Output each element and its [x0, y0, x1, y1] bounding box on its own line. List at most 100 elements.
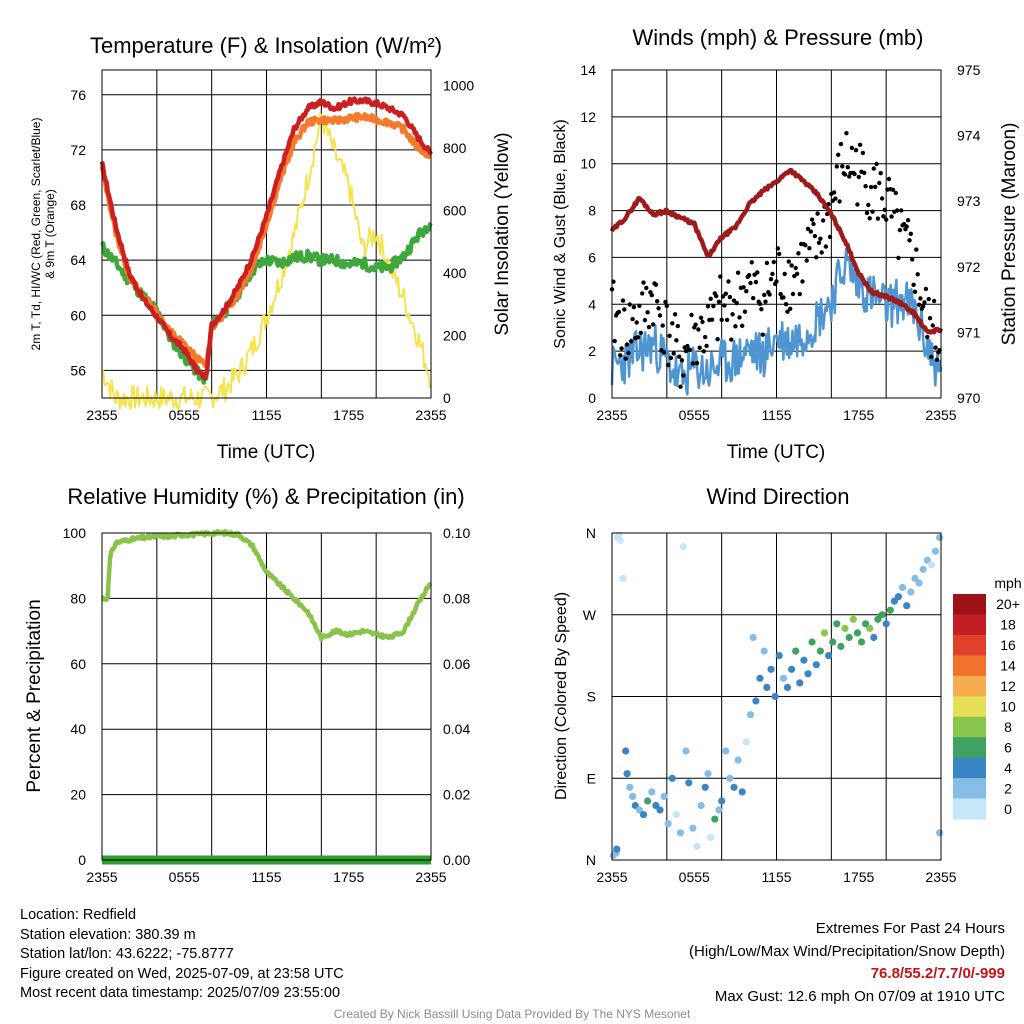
wind-direction-point: [886, 606, 894, 614]
wind-direction-point: [763, 683, 771, 692]
gust-point: [855, 202, 860, 207]
gust-point: [774, 279, 779, 284]
wind-direction-point: [783, 683, 792, 692]
gust-point: [866, 202, 871, 208]
gust-point: [771, 259, 776, 265]
gust-point: [660, 323, 665, 328]
wind-direction-point: [718, 797, 726, 805]
gust-point: [722, 303, 727, 308]
gust-point: [907, 238, 912, 243]
gust-point: [809, 217, 815, 222]
gust-point: [638, 330, 643, 336]
gust-point: [714, 293, 719, 299]
gust-point: [786, 259, 791, 264]
wind-direction-point: [734, 756, 742, 764]
y2-tick-label: 200: [443, 328, 467, 344]
gust-point: [697, 345, 702, 350]
wind-direction-point: [668, 774, 676, 782]
gust-point: [679, 358, 685, 363]
x-tick-label: 1755: [333, 407, 364, 423]
gust-point: [912, 289, 918, 294]
gust-point: [672, 312, 678, 317]
y2-tick-label: 974: [957, 128, 981, 144]
gust-point: [908, 231, 913, 236]
wind-direction-point: [936, 533, 944, 542]
gust-point: [778, 291, 783, 297]
gust-point: [840, 164, 845, 169]
gust-point: [904, 224, 909, 229]
gust-point: [930, 323, 935, 328]
gust-point: [678, 384, 683, 389]
wind-direction-point: [903, 602, 911, 610]
gust-point: [884, 217, 889, 222]
humidity-y-axis-label: Percent & Precipitation: [24, 599, 45, 792]
winds-y-axis-label: Sonic Wind & Gust (Blue, Black): [552, 119, 569, 348]
gust-point: [749, 260, 754, 265]
x-tick-label: 2355: [86, 407, 117, 423]
recent-data-text: Most recent data timestamp: 2025/07/09 2…: [20, 985, 341, 1001]
y-tick-label: 40: [70, 721, 86, 737]
y2-tick-label: 972: [957, 259, 981, 275]
legend-swatch: [953, 696, 986, 718]
gust-point: [667, 333, 672, 338]
legend-label: 16: [1000, 637, 1016, 653]
x-tick-label: 2355: [596, 869, 627, 885]
gust-point: [800, 279, 805, 284]
winds-x-ticks: 2355 0555 1155 1755 2355: [596, 407, 956, 423]
gust-point: [833, 196, 838, 201]
location-text: Location: Redfield: [20, 907, 137, 923]
y-tick-label: 60: [70, 307, 86, 323]
gust-point: [696, 327, 701, 332]
gust-point: [926, 296, 931, 302]
y-tick-label: 0: [78, 852, 86, 868]
gust-point: [720, 294, 726, 299]
x-tick-label: 1755: [843, 869, 874, 885]
gust-point: [845, 165, 850, 170]
gust-point: [635, 335, 641, 340]
gust-point: [794, 271, 800, 276]
wind-direction-point: [862, 620, 870, 628]
gust-point: [867, 216, 872, 221]
relative-humidity-line: [100, 528, 433, 642]
gust-point: [879, 196, 885, 201]
y-tick-label: 76: [70, 87, 86, 103]
wind-direction-point: [915, 579, 923, 587]
wind-direction-point: [672, 811, 681, 819]
legend-swatch: [953, 655, 986, 677]
x-tick-label: 1155: [761, 869, 791, 885]
legend-title: mph: [994, 575, 1021, 591]
x-tick-label: 2355: [596, 407, 627, 423]
gust-point: [700, 319, 705, 325]
wind-direction-point: [804, 670, 812, 678]
gust-point: [894, 208, 900, 213]
legend-swatch: [953, 716, 986, 738]
gust-point: [645, 310, 650, 315]
gust-point: [852, 171, 857, 177]
wind-direction-point: [812, 661, 820, 669]
y-tick-label: 8: [588, 203, 596, 219]
wind-direction-point: [616, 536, 624, 544]
station-info: Location: Redfield Station elevation: 38…: [20, 906, 344, 1004]
gust-point: [844, 131, 849, 136]
gust-point: [929, 354, 934, 360]
wind-direction-point: [845, 633, 853, 642]
gust-point: [668, 355, 674, 361]
y-tick-label: 72: [70, 142, 86, 158]
wind-direction-point: [788, 665, 796, 673]
gust-point: [863, 184, 868, 189]
y2-tick-label: 600: [443, 203, 467, 219]
wind-direction-point: [689, 824, 697, 832]
wind-direction-point: [866, 624, 874, 633]
gust-point: [726, 279, 731, 284]
gust-point: [831, 190, 837, 195]
wind-direction-point: [715, 806, 723, 814]
gust-point: [803, 243, 808, 248]
winds-right-ticks: 970 971 972 973 974 975: [957, 62, 981, 406]
y2-tick-label: 800: [443, 140, 467, 156]
wind-direction-point: [682, 747, 690, 755]
humidity-horizontal-grid: [102, 597, 431, 796]
gust-point: [915, 272, 920, 277]
gust-point: [653, 282, 659, 287]
wind-direction-point: [894, 593, 903, 601]
wind-direction-point: [639, 811, 648, 819]
